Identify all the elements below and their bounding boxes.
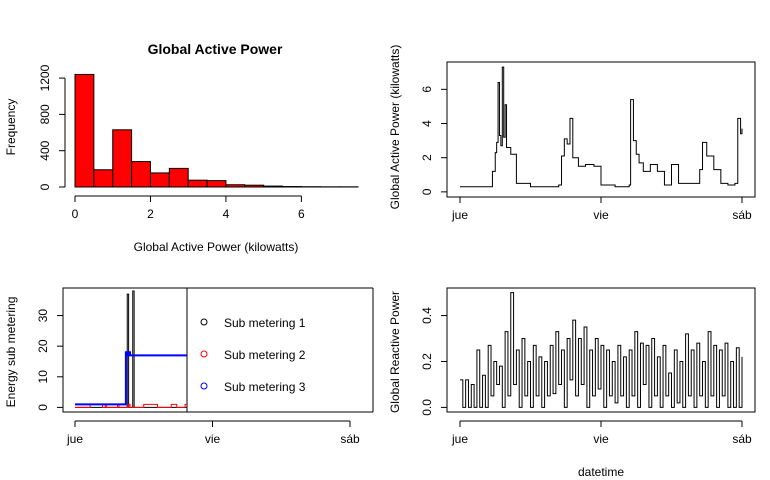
sub-metering-x-tick-label: vie <box>205 432 221 446</box>
sub-metering-y-tick-label: 30 <box>36 309 50 323</box>
histogram-bar <box>112 129 133 188</box>
histogram-bar <box>131 161 151 188</box>
reactive-power-y-tick-label: 0.2 <box>420 353 434 370</box>
reactive-power-x-tick-label: vie <box>593 432 609 446</box>
active-power-y-tick-label: 2 <box>420 154 434 161</box>
histogram-bar <box>244 184 265 188</box>
histogram-bar <box>93 169 114 188</box>
legend-marker <box>200 318 208 326</box>
histogram-y-label: Frequency <box>4 99 18 156</box>
histogram-bar <box>168 167 189 188</box>
histogram-bar <box>206 180 227 188</box>
reactive-power-x-label: datetime <box>578 465 624 479</box>
histogram-y-tick-label: 0 <box>38 183 52 190</box>
reactive-power-axes: jue vie sáb 0.0 0.2 0.4 <box>420 307 752 446</box>
histogram-bar <box>74 73 95 188</box>
sub-metering-y-tick-label: 0 <box>36 404 50 411</box>
sub-metering-y-tick-label: 10 <box>36 370 50 384</box>
histogram-x-label: Global Active Power (kilowatts) <box>134 240 299 254</box>
sub-metering-axes: jue vie sáb 0 10 20 30 <box>36 309 360 446</box>
legend-label: Sub metering 3 <box>224 380 306 394</box>
histogram-y-tick-label: 800 <box>38 104 52 124</box>
active-power-axes: jue vie sáb 0 2 4 6 <box>420 86 752 222</box>
active-power-series-line <box>460 66 743 188</box>
reactive-power-y-label: Global Reactive Power <box>388 291 402 413</box>
sub-metering-x-tick-label: sáb <box>340 432 360 446</box>
active-power-x-tick-label: vie <box>593 208 609 222</box>
histogram-panel: Global Active Power 0 2 4 6 0 400 800 1200 Glob… <box>4 41 359 254</box>
active-power-line <box>460 66 743 188</box>
histogram-title: Global Active Power <box>148 41 283 57</box>
histogram-bar <box>187 179 208 188</box>
reactive-power-y-tick-label: 0.0 <box>420 399 434 416</box>
active-power-y-label: Global Active Power (kilowatts) <box>388 45 402 210</box>
histogram-bar <box>225 184 246 188</box>
histogram-x-tick-label: 2 <box>147 207 154 221</box>
active-power-y-tick-label: 4 <box>420 120 434 127</box>
histogram-y-tick-label: 1200 <box>38 64 52 91</box>
active-power-x-tick-label: sáb <box>732 208 752 222</box>
active-power-x-tick-label: jue <box>451 208 468 222</box>
active-power-y-tick-label: 0 <box>420 188 434 195</box>
active-power-panel: jue vie sáb 0 2 4 6 Global Active Power (kilow… <box>388 45 756 222</box>
histogram-x-tick-label: 0 <box>72 207 79 221</box>
reactive-power-x-tick-label: sáb <box>732 432 752 446</box>
sub-metering-panel: jue vie sáb 0 10 20 30 Energy sub metering Sub… <box>4 287 374 446</box>
sub-metering-series-line <box>75 403 187 408</box>
histogram-x-tick-label: 6 <box>298 207 305 221</box>
sub-metering-y-tick-label: 20 <box>36 339 50 353</box>
legend-label: Sub metering 1 <box>224 316 306 330</box>
sub-metering-lines <box>75 290 187 408</box>
legend-label: Sub metering 2 <box>224 348 306 362</box>
histogram-x-tick-label: 4 <box>223 207 230 221</box>
legend-marker <box>200 350 208 358</box>
sub-metering-legend: Sub metering 1 Sub metering 2 Sub metering… <box>200 316 306 394</box>
reactive-power-line <box>460 292 743 408</box>
histogram-bar <box>263 185 284 188</box>
reactive-power-x-tick-label: jue <box>451 432 468 446</box>
histogram-y-tick-label: 400 <box>38 140 52 160</box>
reactive-power-panel: jue vie sáb 0.0 0.2 0.4 datetime Global React… <box>388 287 756 479</box>
histogram-bar <box>149 172 170 188</box>
histogram-axes: 0 2 4 6 0 400 800 1200 <box>38 64 305 221</box>
sub-metering-y-label: Energy sub metering <box>4 297 18 408</box>
histogram-bars <box>74 73 359 188</box>
reactive-power-y-tick-label: 0.4 <box>420 307 434 324</box>
sub-metering-x-tick-label: jue <box>66 432 83 446</box>
legend-marker <box>200 382 208 390</box>
sub-metering-series-line <box>75 351 187 406</box>
reactive-power-series-line <box>460 292 743 408</box>
sub-metering-series-line <box>75 290 187 408</box>
active-power-y-tick-label: 6 <box>420 86 434 93</box>
